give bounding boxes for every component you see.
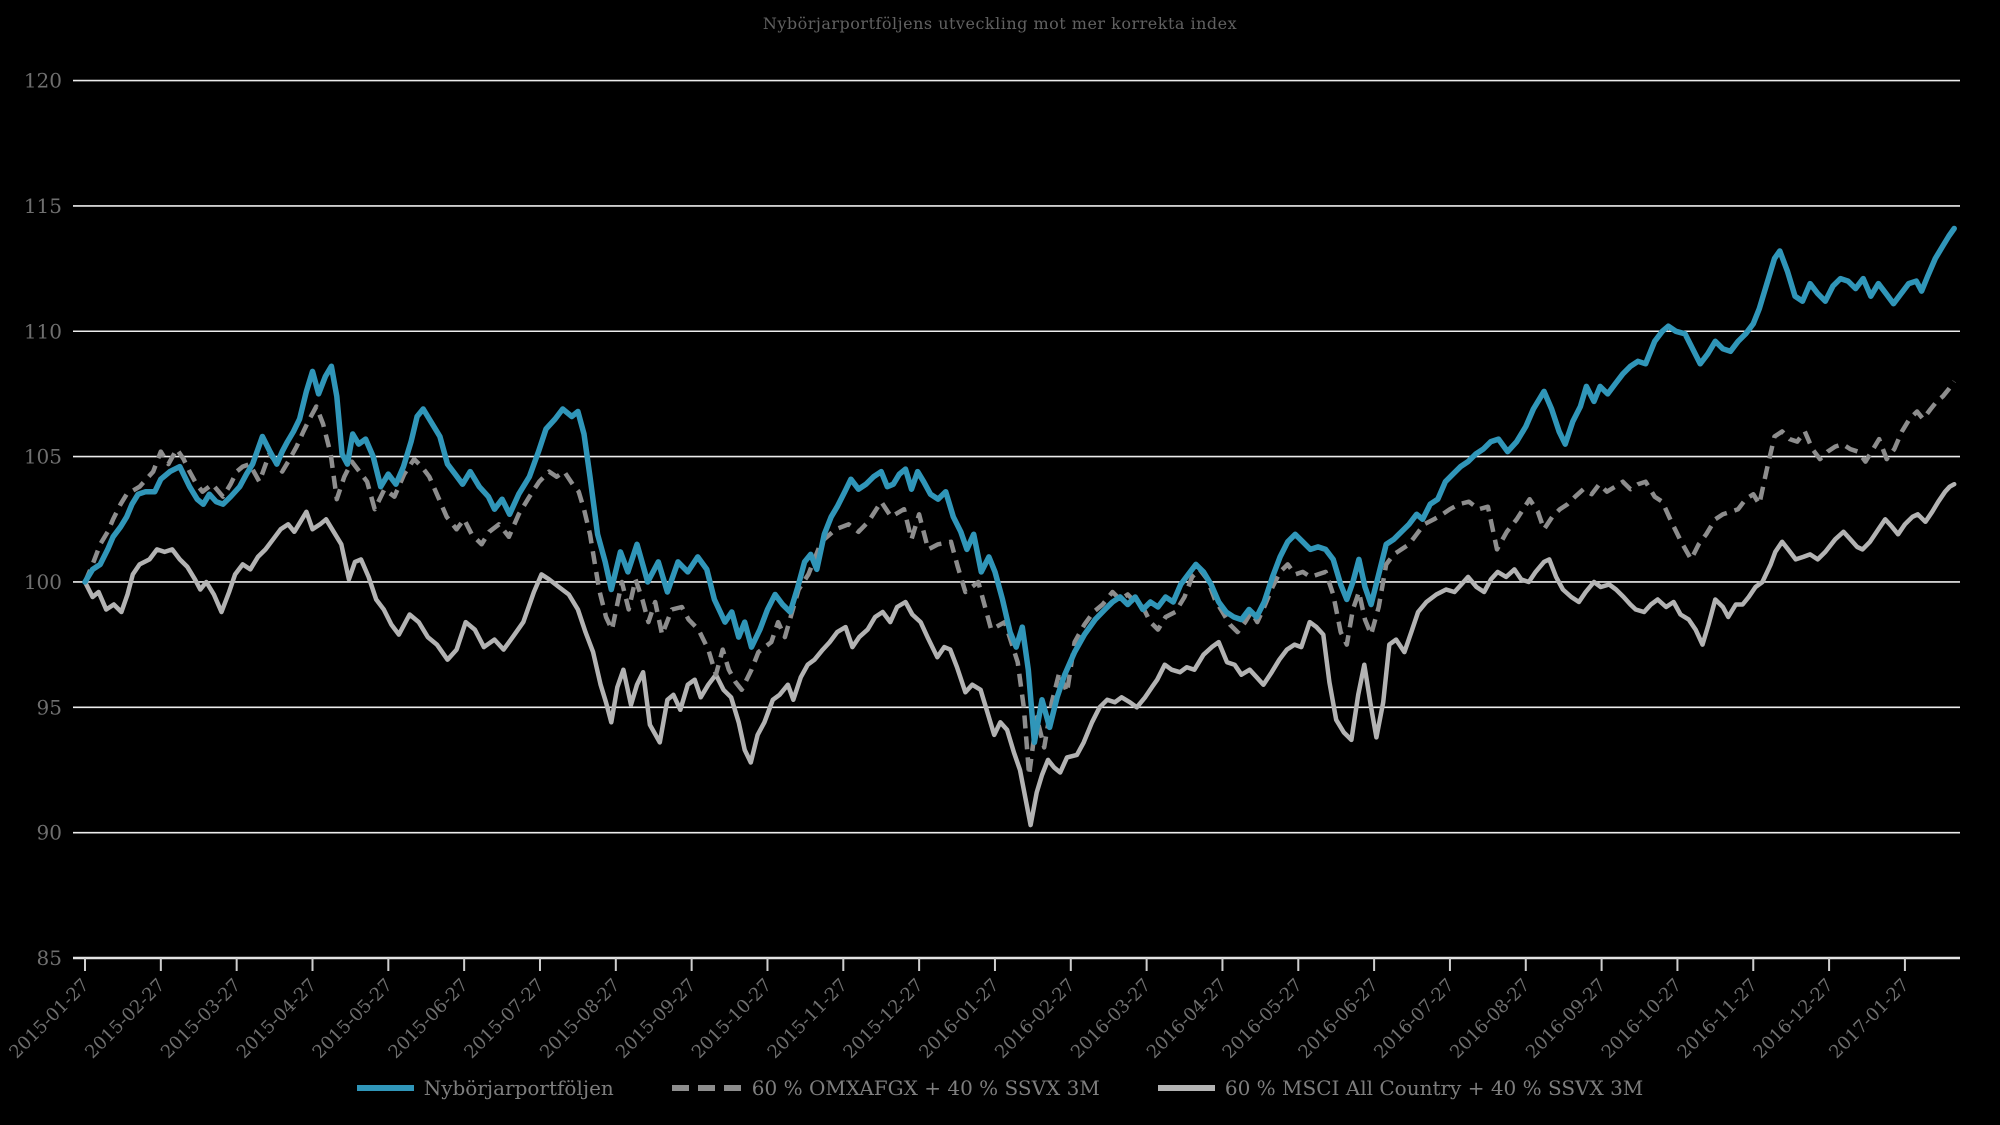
- x-tick-label-2016-10-27: 2016-10-27: [1598, 975, 1686, 1063]
- x-tick-label-2016-02-27: 2016-02-27: [991, 975, 1079, 1063]
- legend-swatch-solid-blue: [356, 1085, 414, 1091]
- x-tick-label-2016-12-27: 2016-12-27: [1749, 975, 1837, 1063]
- x-tick-label-2015-12-27: 2015-12-27: [839, 975, 927, 1063]
- chart-title: Nybörjarportföljens utveckling mot mer k…: [762, 14, 1238, 33]
- y-tick-label-90: 90: [37, 821, 62, 845]
- x-tick-label-2015-05-27: 2015-05-27: [309, 975, 397, 1063]
- x-tick-label-2015-06-27: 2015-06-27: [384, 975, 472, 1063]
- legend-swatch-dashed-gray: [671, 1085, 742, 1091]
- x-axis-ticks: [84, 958, 1906, 971]
- legend-item-omxafgx-ssvx: 60 % OMXAFGX + 40 % SSVX 3M: [671, 1076, 1100, 1100]
- y-axis-labels: 85 90 95 100 105 110 115 120: [24, 69, 62, 970]
- x-tick-label-2015-02-27: 2015-02-27: [81, 975, 169, 1063]
- x-tick-label-2015-11-27: 2015-11-27: [764, 975, 852, 1063]
- y-tick-label-115: 115: [24, 194, 62, 218]
- series-lines: [82, 225, 1957, 828]
- x-tick-label-2016-06-27: 2016-06-27: [1294, 975, 1382, 1063]
- y-tick-label-100: 100: [24, 570, 62, 594]
- x-tick-label-2016-08-27: 2016-08-27: [1446, 975, 1534, 1063]
- x-tick-label-2016-07-27: 2016-07-27: [1370, 975, 1458, 1063]
- x-tick-label-2015-04-27: 2015-04-27: [233, 975, 321, 1063]
- y-tick-label-120: 120: [24, 69, 62, 93]
- y-tick-label-110: 110: [24, 319, 62, 343]
- y-tick-label-105: 105: [24, 445, 62, 469]
- legend-item-nyborjarportfoljen: Nybörjarportföljen: [356, 1076, 614, 1100]
- x-tick-label-2015-08-27: 2015-08-27: [536, 975, 624, 1063]
- legend-label-msci-ssvx: 60 % MSCI All Country + 40 % SSVX 3M: [1224, 1076, 1644, 1100]
- y-tick-label-85: 85: [37, 946, 62, 970]
- legend: Nybörjarportföljen 60 % OMXAFGX + 40 % S…: [0, 1076, 2000, 1100]
- legend-item-msci-ssvx: 60 % MSCI All Country + 40 % SSVX 3M: [1157, 1076, 1644, 1100]
- x-tick-label-2016-03-27: 2016-03-27: [1067, 975, 1155, 1063]
- gridlines: [73, 79, 1960, 960]
- x-tick-label-2016-04-27: 2016-04-27: [1143, 975, 1231, 1063]
- x-tick-label-2015-01-27: 2015-01-27: [5, 975, 93, 1063]
- legend-label-omxafgx-ssvx: 60 % OMXAFGX + 40 % SSVX 3M: [751, 1076, 1100, 1100]
- x-tick-label-2016-11-27: 2016-11-27: [1674, 975, 1762, 1063]
- x-tick-label-2015-09-27: 2015-09-27: [612, 975, 700, 1063]
- series-line-60-omxafgx-40-ssvx-3m: [82, 380, 1957, 778]
- x-tick-label-2016-09-27: 2016-09-27: [1522, 975, 1610, 1063]
- legend-label-nyborjarportfoljen: Nybörjarportföljen: [423, 1076, 614, 1100]
- x-tick-label-2016-05-27: 2016-05-27: [1219, 975, 1307, 1063]
- x-tick-label-2015-10-27: 2015-10-27: [688, 975, 776, 1063]
- legend-swatch-solid-gray: [1157, 1085, 1215, 1091]
- series-line-nyb-rjarportf-ljen: [82, 225, 1957, 746]
- x-axis-labels: 2015-01-272015-02-272015-03-272015-04-27…: [5, 975, 1913, 1063]
- x-tick-label-2017-01-27: 2017-01-27: [1825, 975, 1913, 1063]
- x-tick-label-2016-01-27: 2016-01-27: [915, 975, 1003, 1063]
- series-line-60-msci-all-country-40-ssvx-3m: [82, 481, 1957, 828]
- y-tick-label-95: 95: [37, 695, 62, 719]
- x-tick-label-2015-07-27: 2015-07-27: [460, 975, 548, 1063]
- x-tick-label-2015-03-27: 2015-03-27: [157, 975, 245, 1063]
